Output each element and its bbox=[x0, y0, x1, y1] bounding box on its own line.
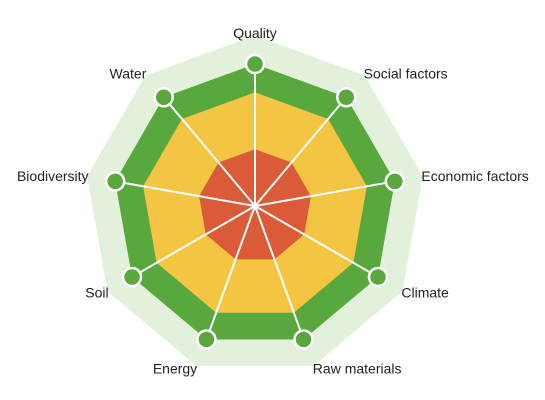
axis-label-raw-materials: Raw materials bbox=[313, 361, 402, 377]
point-biodiversity bbox=[104, 171, 126, 192]
axis-label-social-factors: Social factors bbox=[364, 65, 448, 81]
spoke-social-factors bbox=[254, 96, 348, 207]
spoke-biodiversity bbox=[114, 180, 256, 207]
point-soil bbox=[121, 266, 143, 288]
point-quality bbox=[244, 53, 266, 75]
point-social-factors bbox=[336, 86, 357, 108]
spoke-raw-materials bbox=[254, 205, 305, 340]
point-climate bbox=[367, 266, 389, 288]
axis-label-quality: Quality bbox=[233, 25, 277, 41]
spoke-soil bbox=[131, 205, 256, 278]
spoke-energy bbox=[205, 205, 256, 340]
radar-markers bbox=[104, 53, 406, 350]
axis-label-biodiversity: Biodiversity bbox=[17, 168, 89, 184]
axis-label-water: Water bbox=[110, 65, 147, 81]
radar-labels: Quality Social factors Economic factors Cli… bbox=[17, 25, 529, 377]
spoke-climate bbox=[254, 205, 379, 278]
spoke-economic-factors bbox=[254, 180, 396, 207]
axis-label-economic-factors: Economic factors bbox=[421, 168, 528, 184]
point-water bbox=[153, 86, 174, 108]
spoke-water bbox=[162, 96, 256, 207]
axis-label-climate: Climate bbox=[401, 285, 449, 301]
point-economic-factors bbox=[384, 171, 406, 192]
radar-spokes bbox=[114, 64, 396, 340]
point-energy bbox=[196, 329, 217, 350]
axis-label-soil: Soil bbox=[85, 285, 108, 301]
point-raw-materials bbox=[293, 329, 314, 350]
axis-label-energy: Energy bbox=[153, 361, 197, 377]
